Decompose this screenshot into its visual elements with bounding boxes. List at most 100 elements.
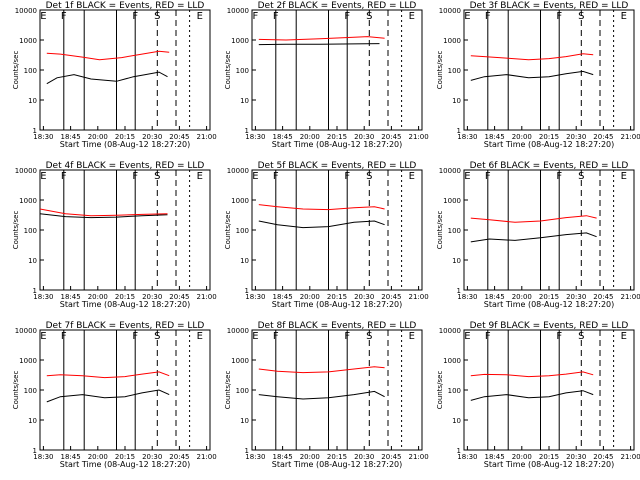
x-tick-label: 20:15 [327, 133, 347, 141]
x-tick-label: 20:15 [115, 133, 135, 141]
detector-panel: Det 3f BLACK = Events, RED = LLD 1 10 100 10… [436, 1, 640, 149]
x-tick-label: 20:45 [381, 453, 401, 461]
y-tick-label: 10 [452, 97, 461, 105]
event-marker-label: E [621, 331, 627, 342]
detector-panel: Det 1f BLACK = Events, RED = LLD 1 10 100 10… [12, 1, 217, 149]
x-tick-label: 20:30 [142, 133, 162, 141]
x-tick-label: 20:00 [512, 293, 532, 301]
x-tick-label: 21:00 [621, 133, 640, 141]
detector-panel: Det 6f BLACK = Events, RED = LLD 1 10 100 10… [436, 161, 640, 309]
lld-series-line [46, 371, 170, 379]
panel-title: Det 5f BLACK = Events, RED = LLD [258, 161, 417, 171]
event-marker-label: E [40, 331, 46, 342]
y-tick-label: 1 [245, 287, 249, 295]
x-tick-label: 21:00 [197, 133, 217, 141]
x-axis-label: Start Time (08-Aug-12 18:27:20) [484, 460, 615, 469]
x-tick-label: 18:45 [485, 453, 505, 461]
y-tick-label: 10 [28, 417, 37, 425]
x-tick-label: 20:15 [539, 133, 559, 141]
events-series-line [470, 70, 594, 81]
event-marker-label: E [197, 171, 203, 182]
y-axis-label: Counts/sec [12, 371, 20, 410]
plot-frame [39, 329, 211, 451]
y-tick-label: 100 [448, 387, 461, 395]
y-tick-label: 1000 [19, 37, 37, 45]
lld-series-line [470, 371, 594, 378]
event-marker-label: E [464, 331, 470, 342]
event-marker-label: E [40, 11, 46, 22]
y-tick-label: 1 [245, 127, 249, 135]
event-marker-label: S [366, 331, 372, 342]
x-tick-label: 20:45 [593, 133, 613, 141]
x-tick-label: 18:30 [33, 453, 53, 461]
x-tick-label: 18:30 [33, 133, 53, 141]
x-tick-label: 20:45 [593, 293, 613, 301]
y-tick-label: 10 [28, 257, 37, 265]
y-tick-label: 10 [240, 417, 249, 425]
y-tick-label: 1 [33, 447, 37, 455]
plot-frame [251, 169, 423, 291]
lld-series-line [46, 50, 170, 61]
event-marker-label: S [366, 11, 372, 22]
x-tick-label: 20:00 [512, 133, 532, 141]
event-marker-label: F [273, 331, 279, 342]
x-tick-label: 20:00 [300, 293, 320, 301]
x-axis-label: Start Time (08-Aug-12 18:27:20) [60, 300, 191, 309]
event-marker-label: F [61, 11, 67, 22]
x-tick-label: 20:30 [354, 453, 374, 461]
event-marker-label: E [252, 171, 258, 182]
event-marker-label: F [485, 171, 491, 182]
y-tick-label: 10 [452, 417, 461, 425]
y-tick-label: 10000 [439, 7, 461, 15]
event-marker-label: F [556, 331, 562, 342]
x-tick-label: 18:45 [61, 453, 81, 461]
lld-series-line [258, 204, 385, 211]
y-tick-label: 1000 [443, 357, 461, 365]
x-tick-label: 20:00 [300, 133, 320, 141]
x-axis-label: Start Time (08-Aug-12 18:27:20) [272, 300, 403, 309]
x-axis-label: Start Time (08-Aug-12 18:27:20) [272, 140, 403, 149]
x-tick-label: 18:30 [245, 453, 265, 461]
plot-frame [463, 9, 635, 131]
events-series-line [470, 232, 597, 243]
event-marker-label: E [621, 171, 627, 182]
event-marker-label: F [61, 331, 67, 342]
event-marker-label: E [621, 11, 627, 22]
x-tick-label: 20:30 [566, 133, 586, 141]
x-tick-label: 18:30 [245, 293, 265, 301]
plot-frame [251, 9, 423, 131]
panel-title: Det 8f BLACK = Events, RED = LLD [258, 321, 417, 331]
events-series-line [470, 390, 594, 401]
y-tick-label: 100 [448, 227, 461, 235]
panel-title: Det 7f BLACK = Events, RED = LLD [46, 321, 205, 331]
panel-title: Det 4f BLACK = Events, RED = LLD [46, 161, 205, 171]
panel-title: Det 1f BLACK = Events, RED = LLD [46, 1, 205, 11]
event-marker-label: F [132, 11, 138, 22]
panel-title: Det 2f BLACK = Events, RED = LLD [258, 1, 417, 11]
y-tick-label: 10000 [227, 7, 249, 15]
x-tick-label: 20:15 [539, 293, 559, 301]
x-tick-label: 20:15 [115, 293, 135, 301]
y-axis-label: Counts/sec [224, 211, 232, 250]
detector-panel: Det 8f BLACK = Events, RED = LLD 1 10 100 10… [224, 321, 429, 469]
y-tick-label: 1 [245, 447, 249, 455]
events-series-line [39, 213, 168, 219]
y-tick-label: 10 [452, 257, 461, 265]
event-marker-label: S [578, 171, 584, 182]
y-tick-label: 1 [33, 127, 37, 135]
event-marker-label: F [132, 331, 138, 342]
x-tick-label: 20:45 [169, 133, 189, 141]
lld-series-line [258, 366, 385, 374]
x-tick-label: 18:30 [457, 453, 477, 461]
event-marker-label: E [197, 331, 203, 342]
panel-title: Det 6f BLACK = Events, RED = LLD [470, 161, 629, 171]
x-tick-label: 20:45 [169, 293, 189, 301]
event-marker-label: F [61, 171, 67, 182]
x-tick-label: 21:00 [197, 453, 217, 461]
y-tick-label: 10 [240, 97, 249, 105]
x-tick-label: 20:45 [593, 453, 613, 461]
event-marker-label: F [344, 331, 350, 342]
events-series-line [258, 390, 385, 400]
y-axis-label: Counts/sec [436, 371, 444, 410]
